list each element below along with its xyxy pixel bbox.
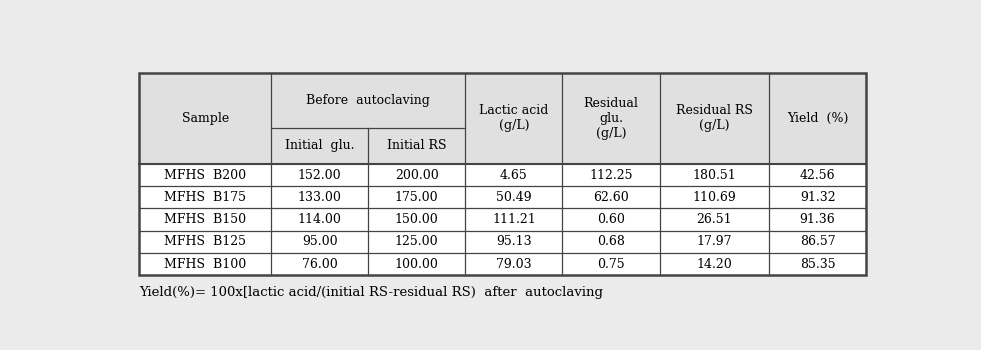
Text: 200.00: 200.00 <box>395 169 439 182</box>
Text: Before  autoclaving: Before autoclaving <box>306 94 430 107</box>
Text: Sample: Sample <box>181 112 229 125</box>
Text: 111.21: 111.21 <box>492 213 536 226</box>
Text: 100.00: 100.00 <box>394 258 439 271</box>
Text: Initial  glu.: Initial glu. <box>284 139 354 152</box>
Text: 14.20: 14.20 <box>697 258 732 271</box>
Text: 4.65: 4.65 <box>500 169 528 182</box>
Text: 42.56: 42.56 <box>800 169 836 182</box>
Text: 175.00: 175.00 <box>395 191 439 204</box>
Text: 91.36: 91.36 <box>800 213 836 226</box>
Text: 26.51: 26.51 <box>697 213 732 226</box>
Text: MFHS  B125: MFHS B125 <box>164 235 246 248</box>
Text: 95.13: 95.13 <box>496 235 532 248</box>
Text: 79.03: 79.03 <box>496 258 532 271</box>
Text: 150.00: 150.00 <box>395 213 439 226</box>
Text: 0.75: 0.75 <box>597 258 625 271</box>
Text: MFHS  B200: MFHS B200 <box>164 169 246 182</box>
Text: MFHS  B175: MFHS B175 <box>164 191 246 204</box>
Text: 50.49: 50.49 <box>496 191 532 204</box>
Text: MFHS  B150: MFHS B150 <box>164 213 246 226</box>
Text: 112.25: 112.25 <box>590 169 633 182</box>
Text: Yield(%)= 100x[lactic acid/(initial RS-residual RS)  after  autoclaving: Yield(%)= 100x[lactic acid/(initial RS-r… <box>139 286 603 299</box>
Text: 125.00: 125.00 <box>395 235 439 248</box>
Text: 110.69: 110.69 <box>693 191 736 204</box>
Text: Residual RS
(g/L): Residual RS (g/L) <box>676 104 752 132</box>
Text: 76.00: 76.00 <box>302 258 337 271</box>
Text: 0.60: 0.60 <box>597 213 625 226</box>
Text: 86.57: 86.57 <box>800 235 836 248</box>
Text: Lactic acid
(g/L): Lactic acid (g/L) <box>479 104 548 132</box>
Text: 95.00: 95.00 <box>302 235 337 248</box>
Text: 114.00: 114.00 <box>297 213 341 226</box>
Bar <box>139 73 866 275</box>
Text: 91.32: 91.32 <box>800 191 836 204</box>
Text: Initial RS: Initial RS <box>387 139 446 152</box>
Bar <box>139 73 866 275</box>
Text: 85.35: 85.35 <box>800 258 836 271</box>
Text: MFHS  B100: MFHS B100 <box>164 258 246 271</box>
Text: 0.68: 0.68 <box>597 235 625 248</box>
Text: 17.97: 17.97 <box>697 235 732 248</box>
Text: 180.51: 180.51 <box>693 169 736 182</box>
Text: 152.00: 152.00 <box>298 169 341 182</box>
Text: 133.00: 133.00 <box>297 191 341 204</box>
Bar <box>139 73 866 164</box>
Text: Yield  (%): Yield (%) <box>787 112 849 125</box>
Text: Residual
glu.
(g/L): Residual glu. (g/L) <box>584 97 639 140</box>
Text: 62.60: 62.60 <box>594 191 629 204</box>
